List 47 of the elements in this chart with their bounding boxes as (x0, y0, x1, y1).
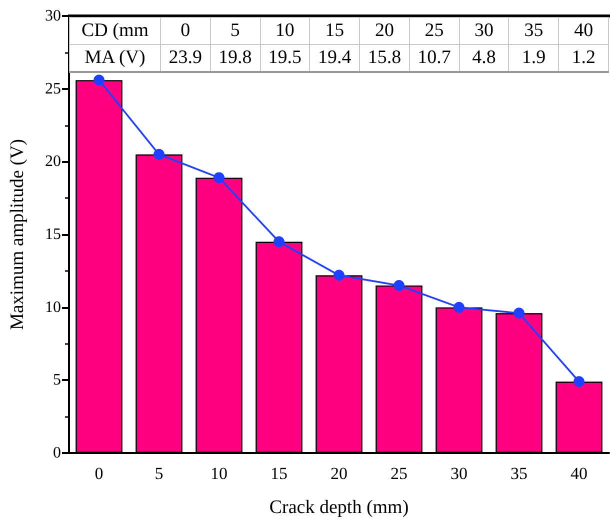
y-tick-label: 15 (45, 226, 61, 243)
point (514, 308, 524, 319)
annotation: 1.2 (558, 44, 608, 72)
y-axis-title: Maximum amplitude (V) (7, 138, 28, 330)
x-tick-label: 0 (94, 464, 104, 483)
annotation: CD (mm (70, 18, 160, 44)
annotation: 19.8 (210, 44, 260, 72)
x-tick-label: 20 (330, 464, 348, 483)
point (94, 74, 104, 86)
point (394, 280, 404, 291)
y-tick-label: 20 (45, 153, 61, 170)
point (154, 148, 164, 160)
point (334, 270, 344, 281)
y-tick-label: 30 (45, 8, 61, 24)
annotation: MA (V) (70, 44, 160, 72)
annotation: 5 (210, 18, 260, 44)
x-tick-label: 40 (570, 464, 588, 483)
annotation: 15 (310, 18, 360, 44)
annotation: 40 (558, 18, 608, 44)
x-tick-label: 25 (390, 464, 408, 483)
annotation: 1.9 (508, 44, 559, 72)
point (574, 376, 584, 388)
x-tick-label: 30 (450, 464, 468, 483)
annotation: 25 (409, 18, 460, 44)
annotation: 19.5 (260, 44, 310, 72)
annotation: 15.8 (360, 44, 410, 72)
annotation: 10 (260, 18, 310, 44)
x-tick-label: 15 (270, 464, 288, 483)
point (214, 172, 224, 184)
y-tick-label: 5 (53, 372, 61, 389)
annotation: 23.9 (160, 44, 210, 72)
point (274, 236, 284, 248)
x-tick-label: 10 (210, 464, 228, 483)
y-tick-label: 0 (53, 444, 61, 462)
annotation: 20 (360, 18, 410, 44)
annotation: 0 (160, 18, 210, 44)
annotation: 35 (508, 18, 559, 44)
annotation: 30 (459, 18, 509, 44)
annotation: 4.8 (459, 44, 509, 72)
annotation: 19.4 (310, 44, 360, 72)
y-tick-label: 25 (45, 80, 61, 98)
point (454, 302, 464, 313)
x-tick-label: 35 (510, 464, 528, 483)
x-axis-title: Crack depth (mm) (269, 497, 409, 518)
x-tick-label: 5 (154, 464, 164, 483)
y-tick-label: 10 (45, 298, 61, 316)
annotation: 10.7 (409, 44, 460, 72)
